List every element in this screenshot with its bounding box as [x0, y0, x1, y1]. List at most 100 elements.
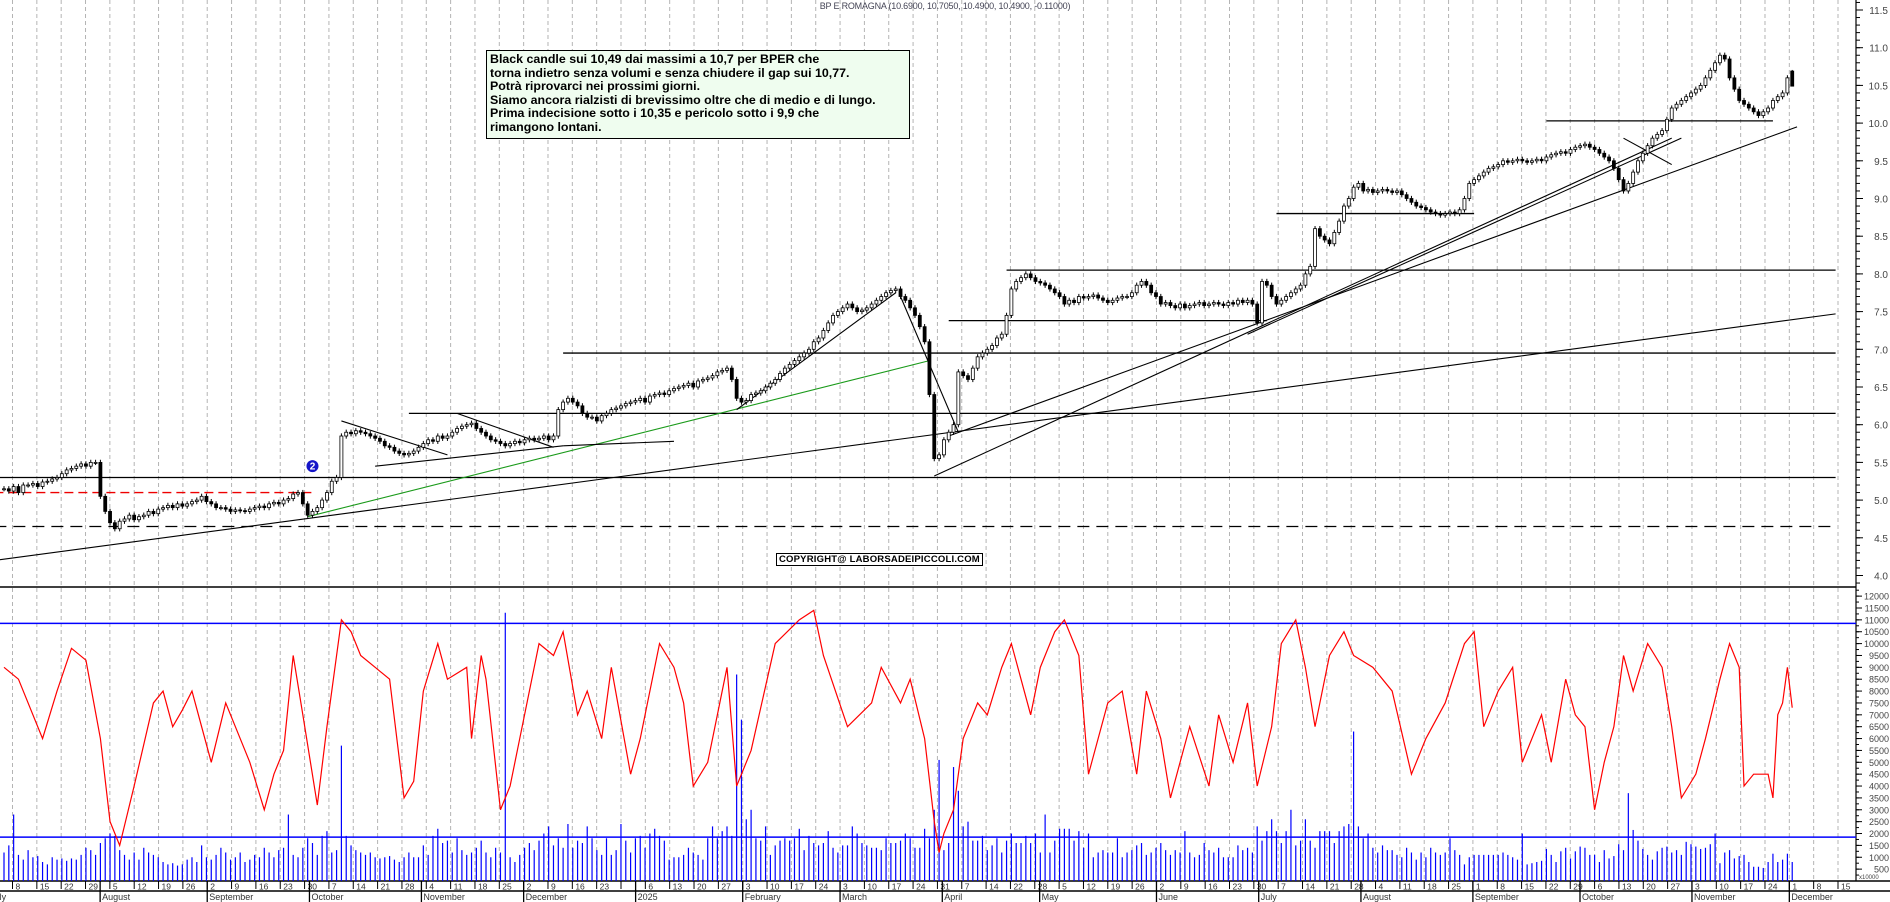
- candle-bullish: [1395, 190, 1399, 193]
- note-line: torna indietro senza volumi e senza chiu…: [490, 65, 850, 80]
- candle-bullish: [233, 509, 238, 512]
- candle-bullish: [551, 435, 556, 441]
- candle-bullish: [773, 379, 778, 384]
- volume-tick-label: 7000: [1869, 710, 1889, 720]
- candle-bullish: [1346, 198, 1351, 207]
- candle-bullish: [782, 367, 787, 374]
- candle-bearish: [1081, 296, 1086, 299]
- candle-bullish: [1192, 303, 1197, 306]
- date-tick-label: 12: [1086, 882, 1096, 892]
- candle-bullish: [942, 439, 946, 456]
- candle-bullish: [406, 452, 411, 456]
- date-tick-label: 3: [1695, 882, 1700, 892]
- candle-bullish: [1279, 299, 1284, 305]
- date-tick-label: 21: [381, 882, 391, 892]
- candle-bearish: [35, 483, 40, 487]
- date-tick-label: 3: [843, 882, 848, 892]
- candle-bearish: [927, 341, 932, 395]
- candle-bullish: [1260, 281, 1264, 324]
- candle-bullish: [272, 501, 276, 505]
- candle-bearish: [1173, 305, 1178, 309]
- date-tick-label: 11: [454, 882, 463, 892]
- candle-bullish: [1775, 96, 1780, 101]
- candle-bearish: [1149, 284, 1154, 294]
- candle-bullish: [985, 348, 990, 354]
- candle-bearish: [103, 495, 108, 512]
- month-label: July: [1261, 892, 1278, 902]
- price-tick-label: 6.0: [1874, 421, 1888, 432]
- candle-bearish: [594, 416, 599, 422]
- candle-bullish: [860, 309, 864, 313]
- candle-bearish: [1424, 207, 1428, 211]
- candle-bearish: [1611, 160, 1616, 169]
- date-tick-label: 30: [1257, 882, 1267, 892]
- candle-bullish: [50, 478, 55, 482]
- candle-bullish: [1655, 134, 1660, 139]
- month-label: November: [423, 892, 465, 902]
- month-label: November: [1694, 892, 1736, 902]
- candle-bullish: [1178, 303, 1182, 309]
- date-tick-label: 12: [137, 882, 147, 892]
- candle-bullish: [1558, 151, 1563, 154]
- candle-bearish: [1727, 58, 1732, 79]
- month-label: May: [1042, 892, 1060, 902]
- date-tick-label: 25: [502, 882, 512, 892]
- candle-bullish: [1289, 292, 1293, 297]
- candle-bearish: [546, 435, 551, 441]
- candle-bullish: [1023, 273, 1028, 279]
- candle-bearish: [402, 452, 406, 456]
- candle-bullish: [1684, 96, 1689, 101]
- candle-bearish: [922, 326, 927, 343]
- candle-bearish: [1419, 205, 1423, 208]
- candle-bullish: [137, 516, 141, 521]
- candle-bullish: [1477, 175, 1481, 181]
- price-tick-label: 7.5: [1874, 308, 1888, 319]
- candle-bullish: [1366, 189, 1370, 192]
- candle-bearish: [1751, 107, 1756, 113]
- candle-bearish: [1737, 88, 1742, 101]
- trend-line: [0, 313, 1836, 561]
- candle-bearish: [503, 443, 508, 447]
- candle-bullish: [1284, 296, 1289, 301]
- candle-bearish: [1505, 160, 1510, 163]
- candle-bullish: [1337, 220, 1342, 233]
- candle-bullish: [31, 483, 35, 486]
- candle-bearish: [1790, 70, 1795, 87]
- candle-bullish: [257, 505, 262, 509]
- candle-bullish: [1530, 160, 1534, 163]
- candle-bearish: [734, 379, 739, 399]
- price-tick-label: 8.0: [1874, 270, 1888, 281]
- candle-bullish: [1669, 107, 1674, 120]
- date-tick-label: 8: [16, 882, 21, 892]
- candle-bearish: [1361, 183, 1366, 192]
- date-tick-label: 20: [1646, 882, 1656, 892]
- candle-bearish: [368, 433, 373, 437]
- candle-bullish: [1578, 145, 1583, 148]
- candle-bullish: [1703, 77, 1708, 86]
- candle-bullish: [845, 303, 850, 309]
- candle-bullish: [1375, 190, 1380, 193]
- candle-bullish: [1693, 88, 1698, 94]
- date-tick-label: 9: [235, 882, 240, 892]
- price-tick-label: 5.0: [1874, 496, 1888, 507]
- candle-bullish: [869, 303, 874, 309]
- candle-bullish: [1544, 156, 1549, 162]
- candle-bullish: [619, 405, 623, 409]
- candle-bullish: [247, 508, 252, 512]
- candle-bearish: [397, 450, 402, 454]
- date-tick-label: 2: [210, 882, 215, 892]
- candle-bearish: [729, 367, 734, 380]
- candle-bearish: [908, 299, 913, 309]
- month-label: July: [0, 892, 7, 902]
- candle-bullish: [1573, 146, 1578, 150]
- candle-bearish: [349, 431, 353, 435]
- candle-bearish: [739, 397, 744, 403]
- candle-bullish: [1708, 69, 1713, 79]
- date-tick-label: 30: [308, 882, 318, 892]
- candle-bullish: [1004, 314, 1009, 335]
- candle-bullish: [1207, 303, 1211, 306]
- candle-bullish: [1467, 183, 1472, 199]
- date-tick-label: 26: [1135, 882, 1145, 892]
- candle-bullish: [1298, 284, 1303, 290]
- date-tick-label: 21: [1330, 882, 1340, 892]
